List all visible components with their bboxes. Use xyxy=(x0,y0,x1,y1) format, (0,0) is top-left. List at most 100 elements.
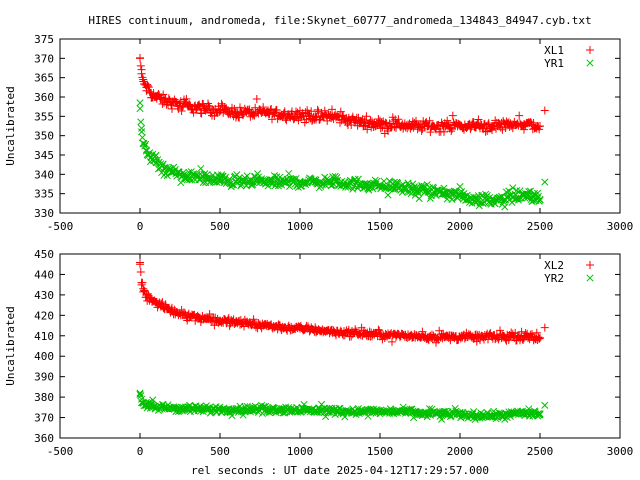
data-point xyxy=(144,83,153,92)
y-tick-label: 360 xyxy=(34,432,54,445)
y-tick-label: 420 xyxy=(34,309,54,322)
x-tick-label: 500 xyxy=(210,445,230,458)
y-tick-label: 375 xyxy=(34,33,54,46)
legend-label: XL1 xyxy=(544,44,564,57)
plot-panel-bottom: -500 0 500 1000 1500 2000 2500 3000 360 370 380 390… xyxy=(4,248,633,458)
data-point xyxy=(177,106,186,115)
data-point xyxy=(230,104,239,113)
y-axis-label: Uncalibrated xyxy=(4,306,17,385)
data-point xyxy=(344,183,352,191)
data-point xyxy=(381,118,390,127)
data-point xyxy=(408,405,416,413)
x-tick-label: 1500 xyxy=(367,445,394,458)
data-point xyxy=(246,408,254,416)
y-tick-label: 365 xyxy=(34,72,54,85)
data-point xyxy=(139,75,148,84)
data-point xyxy=(447,127,456,136)
legend-label: XL2 xyxy=(544,259,564,272)
data-point xyxy=(513,186,521,195)
data-point xyxy=(535,125,544,134)
data-point xyxy=(410,183,418,191)
x-tick-label: 0 xyxy=(137,220,144,233)
data-point xyxy=(138,133,146,142)
data-point xyxy=(262,402,270,411)
data-point xyxy=(137,118,145,126)
data-point xyxy=(204,101,213,110)
data-point xyxy=(292,174,300,183)
series-XL2 xyxy=(136,258,549,347)
data-point xyxy=(217,99,226,108)
data-point xyxy=(157,299,166,308)
data-point xyxy=(201,170,209,178)
data-point xyxy=(149,396,157,404)
data-point xyxy=(384,191,392,199)
data-point xyxy=(535,334,544,343)
data-point xyxy=(363,125,372,134)
data-point xyxy=(252,94,261,103)
x-tick-label: 3000 xyxy=(607,445,634,458)
data-point xyxy=(496,326,504,335)
data-point xyxy=(136,61,145,70)
data-point xyxy=(530,189,538,197)
data-point xyxy=(136,389,144,397)
data-point xyxy=(354,175,362,183)
data-point xyxy=(376,116,384,125)
legend-label: YR1 xyxy=(544,57,564,70)
y-tick-label: 360 xyxy=(34,91,54,104)
y-tick-label: 330 xyxy=(34,207,54,220)
data-point xyxy=(418,327,427,336)
data-point xyxy=(365,186,373,194)
x-tick-label: -500 xyxy=(47,445,74,458)
y-tick-label: 380 xyxy=(34,391,54,404)
data-point xyxy=(536,410,544,418)
data-point xyxy=(525,405,533,413)
data-point xyxy=(517,327,526,336)
data-point xyxy=(392,123,400,132)
data-point xyxy=(505,187,513,195)
series-YR1 xyxy=(136,99,549,211)
data-point xyxy=(172,97,180,106)
data-point xyxy=(509,184,517,192)
data-point xyxy=(451,404,459,413)
data-point xyxy=(444,120,453,129)
legend-marker xyxy=(586,46,594,54)
x-tick-label: 1000 xyxy=(287,220,314,233)
data-point xyxy=(225,108,234,117)
series-XL1 xyxy=(136,53,549,138)
data-point xyxy=(426,128,435,137)
data-point xyxy=(140,140,148,148)
data-point xyxy=(136,53,144,62)
plot-frame xyxy=(59,38,621,214)
data-point xyxy=(138,128,146,136)
data-point xyxy=(249,180,257,188)
data-point xyxy=(394,115,403,124)
x-tick-label: 2500 xyxy=(527,445,554,458)
data-point xyxy=(139,287,148,296)
data-point xyxy=(286,182,294,191)
data-point xyxy=(466,125,475,134)
data-point xyxy=(270,110,279,119)
data-point xyxy=(424,410,432,419)
data-point xyxy=(136,258,144,267)
data-point xyxy=(417,126,426,135)
data-point xyxy=(350,183,358,191)
data-point xyxy=(144,81,152,90)
data-point xyxy=(364,412,372,420)
y-tick-label: 355 xyxy=(34,110,54,123)
data-point xyxy=(140,286,148,295)
data-point xyxy=(197,164,205,173)
data-point xyxy=(415,195,423,203)
data-point xyxy=(307,107,316,116)
y-tick-label: 440 xyxy=(34,268,54,281)
data-point xyxy=(405,181,413,189)
data-point xyxy=(374,114,383,123)
data-point xyxy=(520,125,528,134)
data-point xyxy=(272,106,281,115)
data-point xyxy=(452,188,460,196)
data-point xyxy=(362,112,371,121)
x-tick-label: 1000 xyxy=(287,445,314,458)
data-point xyxy=(158,100,167,109)
data-point xyxy=(185,100,194,109)
data-point xyxy=(388,337,396,346)
data-point xyxy=(192,106,200,115)
